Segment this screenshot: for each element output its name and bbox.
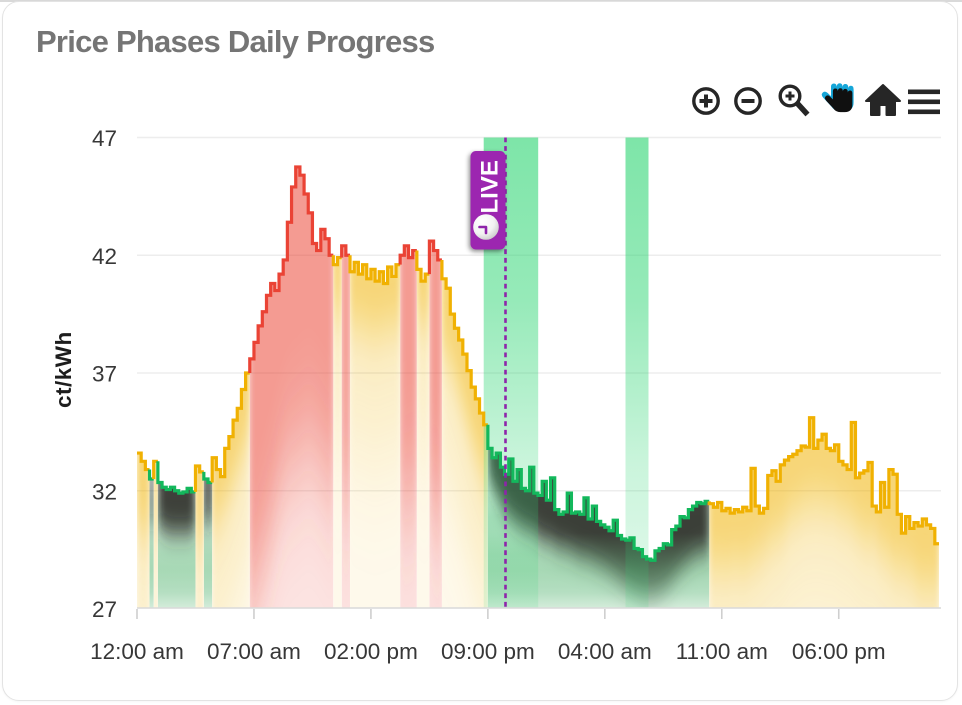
svg-text:ct/kWh: ct/kWh [51, 331, 76, 408]
svg-text:27: 27 [92, 597, 117, 622]
svg-text:07:00 am: 07:00 am [207, 639, 301, 664]
svg-text:09:00 pm: 09:00 pm [441, 639, 535, 664]
svg-text:LIVE: LIVE [477, 160, 504, 213]
svg-text:12:00 am: 12:00 am [90, 639, 184, 664]
svg-text:11:00 am: 11:00 am [676, 639, 768, 664]
svg-text:02:00 pm: 02:00 pm [324, 639, 418, 664]
svg-text:04:00 am: 04:00 am [558, 639, 652, 664]
svg-text:47: 47 [92, 126, 117, 151]
svg-text:32: 32 [92, 479, 117, 504]
svg-text:42: 42 [92, 244, 117, 269]
svg-text:37: 37 [92, 362, 117, 387]
svg-text:06:00 pm: 06:00 pm [792, 639, 886, 664]
